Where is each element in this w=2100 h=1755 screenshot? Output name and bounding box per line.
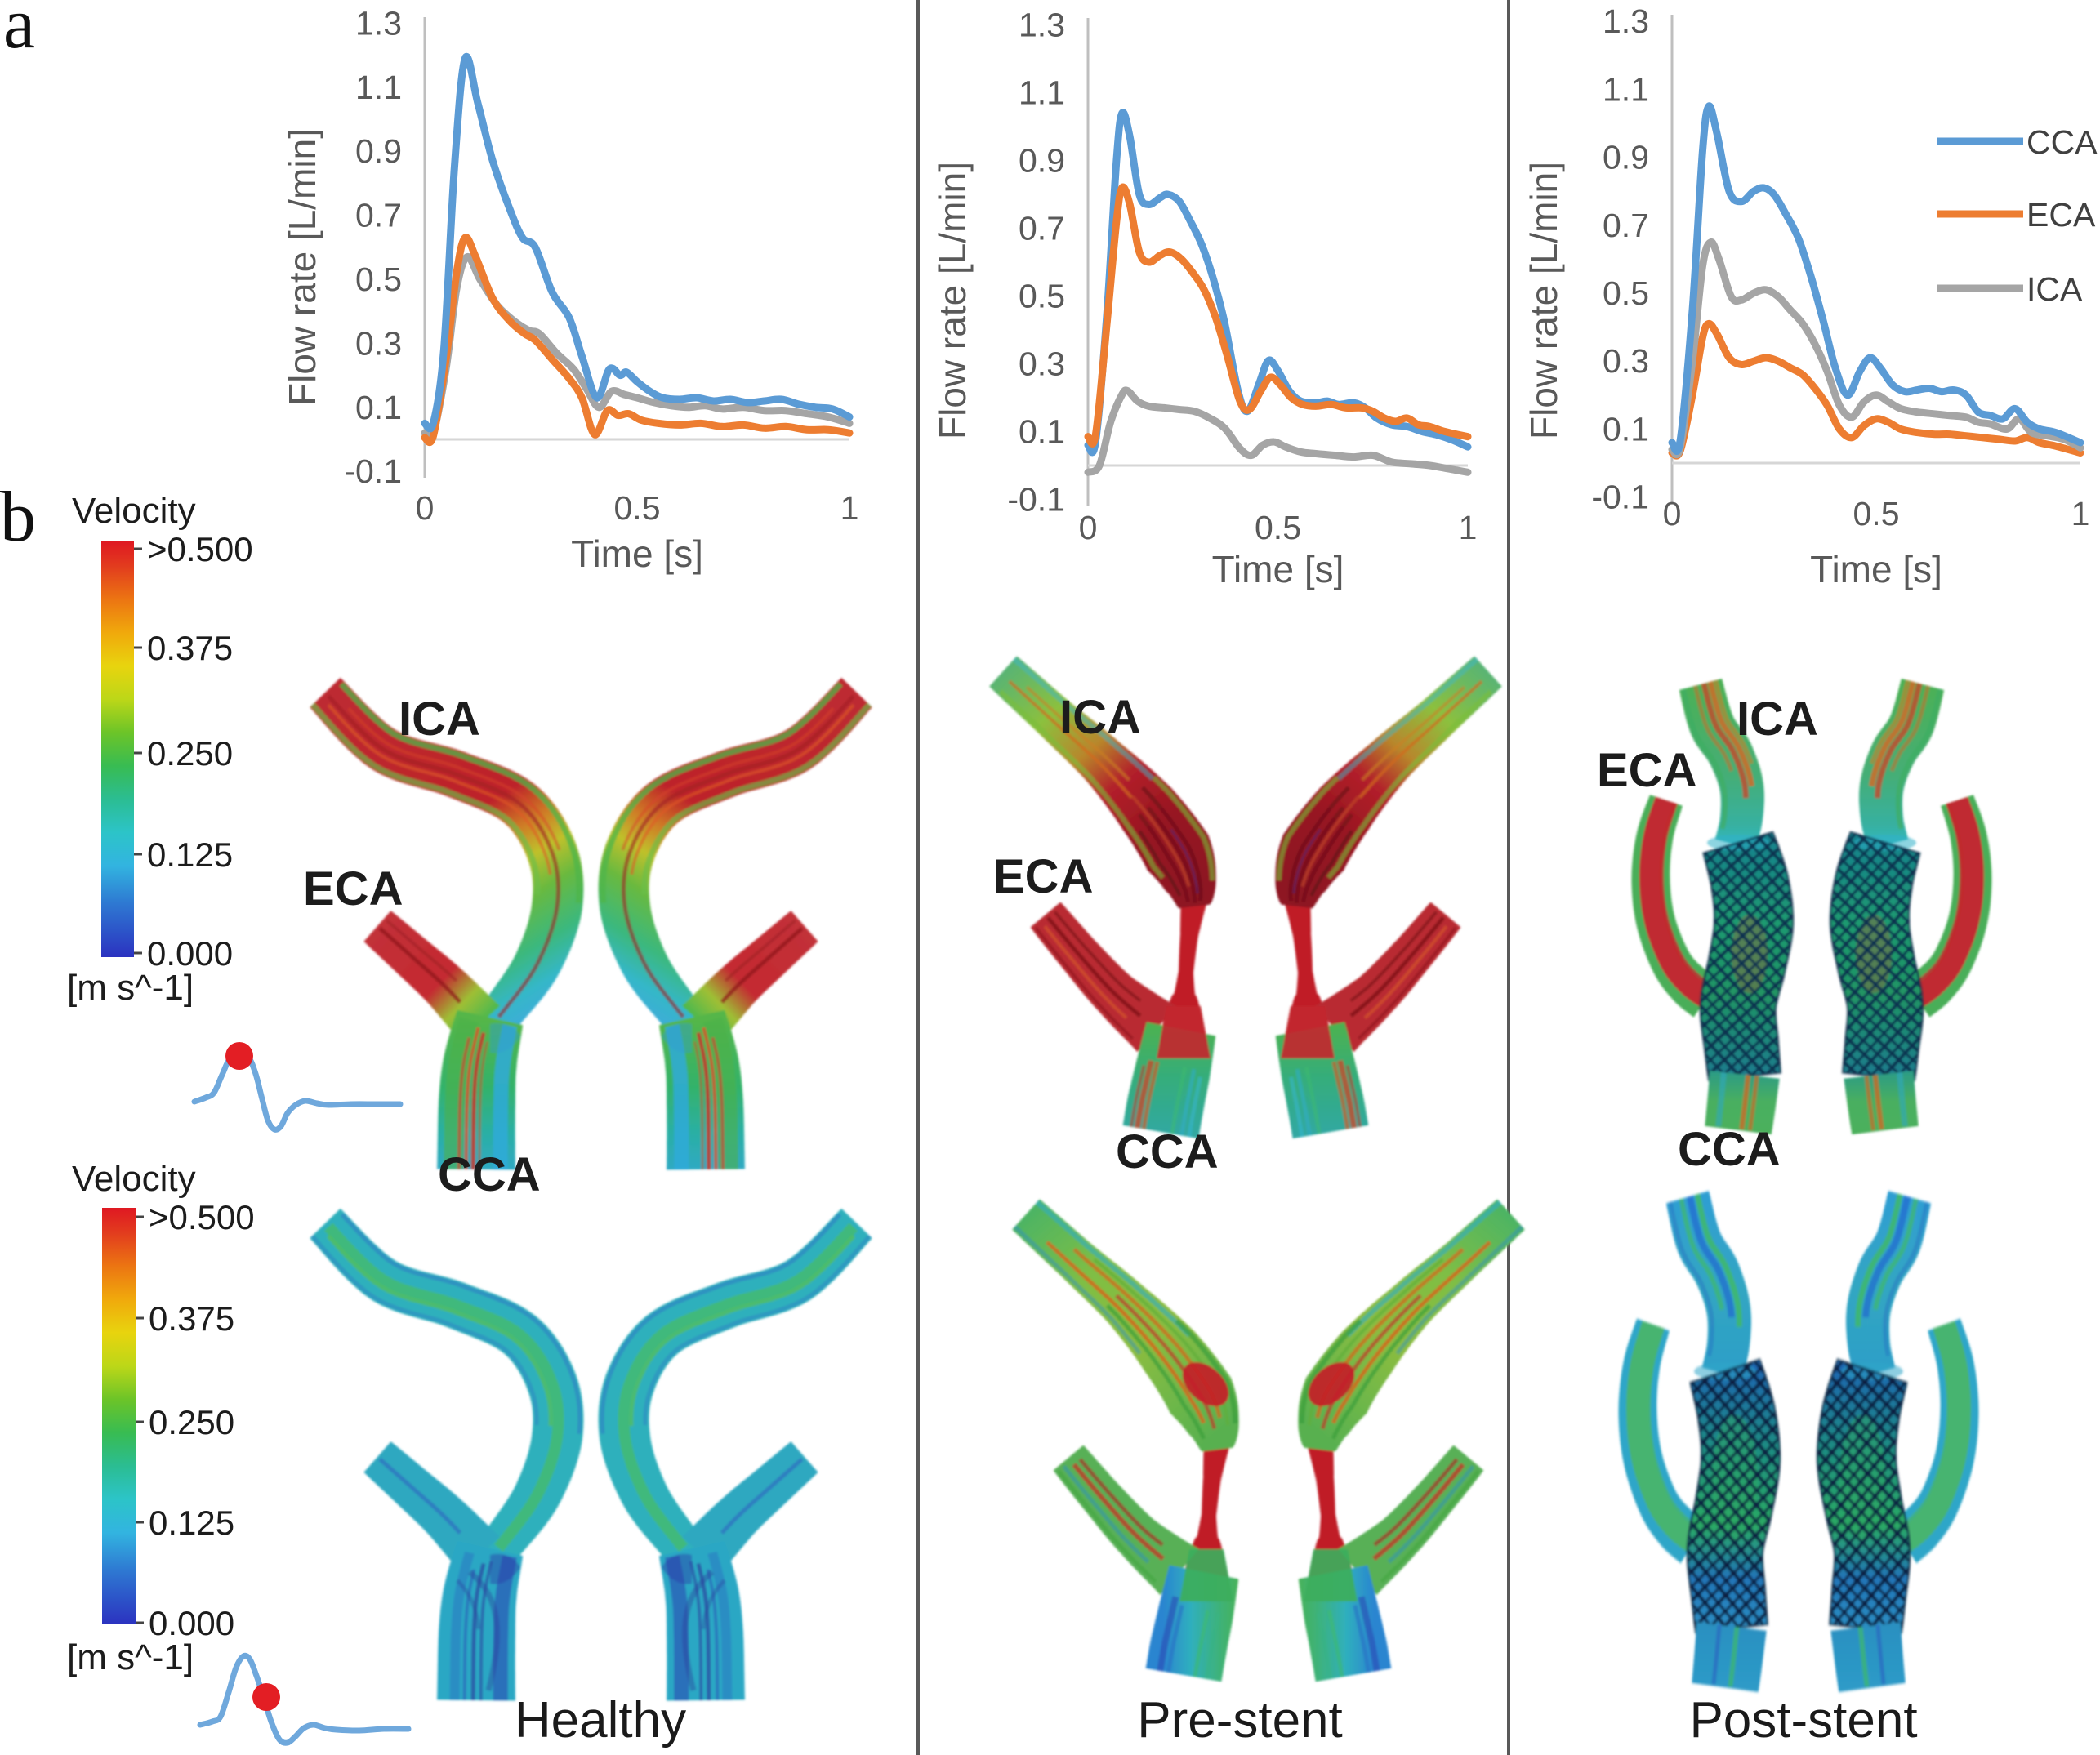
svg-text:Flow rate [L/min]: Flow rate [L/min]: [931, 162, 974, 439]
svg-text:0.250: 0.250: [147, 734, 233, 773]
svg-text:0.5: 0.5: [355, 261, 402, 298]
svg-text:1: 1: [840, 489, 859, 527]
svg-text:0.5: 0.5: [614, 489, 661, 527]
svg-text:CCA: CCA: [2026, 123, 2098, 161]
svg-text:1.3: 1.3: [1603, 2, 1649, 40]
svg-text:0: 0: [1079, 509, 1098, 546]
svg-text:1.1: 1.1: [1603, 70, 1649, 108]
svg-text:ICA: ICA: [1737, 693, 1818, 746]
svg-text:0.1: 0.1: [1603, 410, 1649, 448]
svg-text:0.375: 0.375: [149, 1299, 234, 1338]
svg-text:ECA: ECA: [2026, 196, 2096, 234]
svg-text:b: b: [0, 478, 36, 557]
svg-text:0.125: 0.125: [147, 835, 233, 874]
svg-text:-0.1: -0.1: [344, 452, 402, 490]
svg-text:0.9: 0.9: [1019, 142, 1065, 180]
svg-text:>0.500: >0.500: [149, 1198, 255, 1236]
svg-text:Pre-stent: Pre-stent: [1137, 1692, 1343, 1748]
svg-text:1.3: 1.3: [1019, 7, 1065, 44]
svg-text:[m s^-1]: [m s^-1]: [67, 1637, 194, 1677]
svg-text:Time [s]: Time [s]: [1212, 548, 1344, 590]
svg-text:Time [s]: Time [s]: [1810, 548, 1942, 590]
svg-text:0.000: 0.000: [147, 934, 233, 973]
svg-text:0.000: 0.000: [149, 1604, 234, 1642]
svg-text:0: 0: [416, 489, 435, 527]
svg-text:0.7: 0.7: [1019, 210, 1065, 247]
svg-text:ECA: ECA: [1597, 744, 1696, 797]
svg-text:0.7: 0.7: [1603, 207, 1649, 244]
svg-text:0.5: 0.5: [1019, 278, 1065, 315]
svg-text:Post-stent: Post-stent: [1689, 1692, 1917, 1748]
svg-text:1.3: 1.3: [355, 4, 402, 42]
svg-text:CCA: CCA: [438, 1148, 541, 1201]
svg-text:ECA: ECA: [993, 850, 1093, 903]
svg-text:-0.1: -0.1: [1007, 481, 1065, 519]
svg-text:0.1: 0.1: [1019, 413, 1065, 451]
svg-text:a: a: [3, 0, 35, 64]
svg-text:0.5: 0.5: [1255, 509, 1301, 546]
svg-text:-0.1: -0.1: [1591, 479, 1649, 516]
svg-text:0.5: 0.5: [1603, 274, 1649, 312]
svg-text:Flow rate [L/min]: Flow rate [L/min]: [1523, 162, 1565, 439]
svg-text:CCA: CCA: [1678, 1123, 1781, 1176]
svg-text:>0.500: >0.500: [147, 530, 253, 568]
svg-text:0.7: 0.7: [355, 197, 402, 234]
svg-text:ECA: ECA: [303, 862, 403, 915]
svg-text:0.9: 0.9: [355, 132, 402, 170]
svg-text:0.125: 0.125: [149, 1503, 234, 1542]
svg-text:0.9: 0.9: [1603, 139, 1649, 176]
svg-text:1.1: 1.1: [355, 69, 402, 106]
svg-text:Flow rate [L/min]: Flow rate [L/min]: [281, 128, 323, 406]
svg-text:1: 1: [2071, 495, 2090, 532]
svg-text:CCA: CCA: [1116, 1125, 1219, 1178]
svg-text:0: 0: [1663, 495, 1682, 532]
svg-text:1.1: 1.1: [1019, 74, 1065, 112]
svg-text:0.5: 0.5: [1853, 495, 1900, 532]
svg-text:1: 1: [1459, 509, 1478, 546]
svg-text:0.3: 0.3: [355, 324, 402, 362]
svg-text:Velocity: Velocity: [72, 1159, 196, 1199]
svg-text:Velocity: Velocity: [72, 491, 196, 531]
svg-text:0.1: 0.1: [355, 389, 402, 426]
svg-text:0.3: 0.3: [1603, 342, 1649, 380]
svg-text:0.3: 0.3: [1019, 345, 1065, 383]
svg-text:Healthy: Healthy: [515, 1692, 686, 1748]
svg-text:[m s^-1]: [m s^-1]: [67, 968, 194, 1008]
svg-text:ICA: ICA: [399, 693, 480, 746]
svg-text:ICA: ICA: [2026, 270, 2083, 308]
svg-text:0.250: 0.250: [149, 1403, 234, 1441]
svg-text:ICA: ICA: [1059, 691, 1141, 744]
svg-text:0.375: 0.375: [147, 629, 233, 667]
svg-text:Time [s]: Time [s]: [571, 532, 703, 575]
